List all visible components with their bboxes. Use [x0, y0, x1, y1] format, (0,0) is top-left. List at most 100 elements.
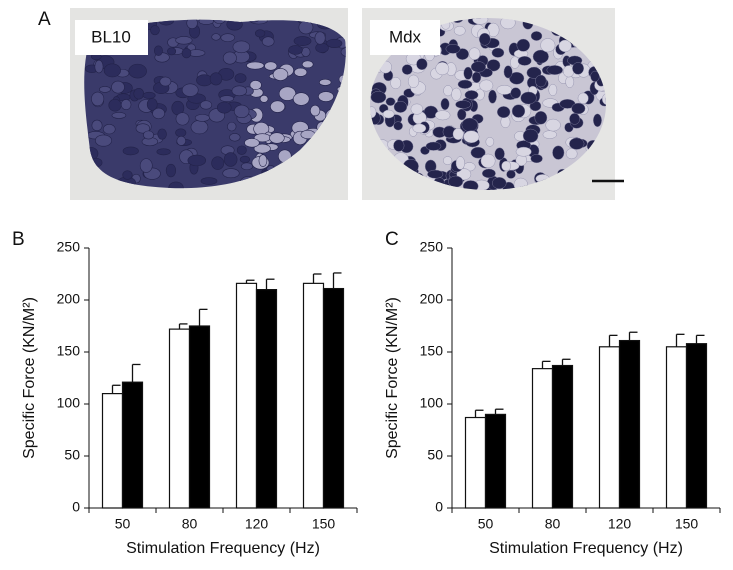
- fiber: [425, 141, 442, 151]
- fiber: [410, 103, 424, 115]
- fiber: [150, 25, 160, 36]
- fiber: [517, 56, 532, 66]
- fiber: [480, 153, 496, 169]
- fiber: [315, 42, 329, 53]
- fiber: [239, 155, 251, 164]
- fiber: [401, 64, 413, 75]
- fiber: [530, 154, 543, 164]
- fiber: [310, 104, 321, 117]
- fiber: [236, 145, 247, 155]
- fiber: [478, 32, 491, 46]
- fiber: [181, 48, 192, 59]
- fiber: [111, 112, 127, 119]
- y-tick-label: 150: [420, 343, 444, 359]
- fiber: [99, 86, 111, 93]
- fiber: [509, 71, 525, 85]
- fiber: [479, 79, 494, 92]
- fiber: [515, 146, 532, 157]
- y-tick-label: 150: [57, 343, 81, 359]
- fiber: [468, 47, 481, 60]
- fiber: [254, 29, 266, 38]
- fiber: [259, 95, 269, 103]
- fiber: [190, 120, 209, 135]
- fiber: [464, 90, 479, 100]
- y-tick-label: 50: [64, 447, 80, 463]
- fiber: [159, 76, 172, 87]
- fiber: [448, 175, 464, 188]
- fiber: [470, 146, 486, 159]
- fiber: [463, 66, 473, 80]
- fiber: [506, 169, 516, 179]
- y-tick-label: 250: [420, 239, 444, 255]
- fiber: [385, 97, 396, 106]
- fiber: [293, 36, 312, 46]
- fiber: [168, 181, 184, 189]
- fiber: [510, 56, 520, 69]
- y-tick-label: 250: [57, 239, 81, 255]
- bar: [618, 339, 641, 509]
- bar: [464, 416, 487, 509]
- bar: [551, 364, 574, 509]
- fiber: [453, 26, 466, 36]
- fiber: [546, 65, 563, 75]
- fiber: [526, 66, 542, 79]
- fiber: [451, 87, 462, 101]
- fiber: [569, 113, 581, 125]
- bar: [685, 343, 708, 509]
- fiber: [488, 89, 497, 104]
- x-tick-label: 120: [608, 516, 632, 532]
- fiber: [440, 98, 450, 111]
- fiber: [370, 91, 387, 104]
- fiber: [407, 74, 420, 88]
- fiber: [108, 98, 122, 112]
- fiber: [278, 86, 297, 101]
- fiber: [463, 130, 480, 143]
- fiber: [481, 168, 496, 179]
- fiber: [318, 91, 334, 102]
- fiber: [133, 87, 145, 100]
- fiber: [457, 79, 473, 89]
- bar: [484, 413, 507, 509]
- fiber: [461, 117, 478, 132]
- fiber: [240, 162, 254, 171]
- x-axis-title: Stimulation Frequency (Hz): [489, 540, 683, 557]
- fiber: [470, 61, 486, 73]
- fiber: [522, 128, 539, 143]
- fiber: [542, 130, 557, 139]
- fiber: [157, 128, 167, 140]
- fiber: [258, 154, 268, 167]
- bar: [531, 368, 554, 509]
- fiber: [393, 100, 408, 113]
- fiber: [211, 156, 225, 170]
- fiber: [292, 92, 310, 106]
- image-label-box: [370, 20, 440, 55]
- fiber: [253, 143, 271, 154]
- fiber: [293, 67, 308, 77]
- fiber: [496, 85, 513, 95]
- fiber: [128, 63, 147, 79]
- fiber: [445, 44, 461, 54]
- fiber: [288, 45, 303, 55]
- fiber: [95, 134, 113, 147]
- y-tick-label: 100: [420, 395, 444, 411]
- y-tick-label: 0: [435, 499, 443, 515]
- fiber: [535, 74, 547, 88]
- fiber: [234, 73, 247, 83]
- fiber: [231, 85, 248, 97]
- x-tick-label: 150: [312, 516, 336, 532]
- fiber: [232, 40, 251, 54]
- fiber: [122, 170, 133, 180]
- x-tick-label: 50: [478, 516, 494, 532]
- fiber: [565, 148, 578, 160]
- fiber: [298, 20, 314, 35]
- fiber: [91, 91, 105, 107]
- fiber: [301, 47, 311, 57]
- x-tick-label: 120: [245, 516, 269, 532]
- fiber: [393, 139, 405, 152]
- panel-label: B: [12, 229, 25, 250]
- fiber: [233, 104, 250, 118]
- y-axis-title: Specific Force (KN/M²): [384, 297, 401, 459]
- fiber: [200, 100, 213, 110]
- fiber: [186, 19, 198, 30]
